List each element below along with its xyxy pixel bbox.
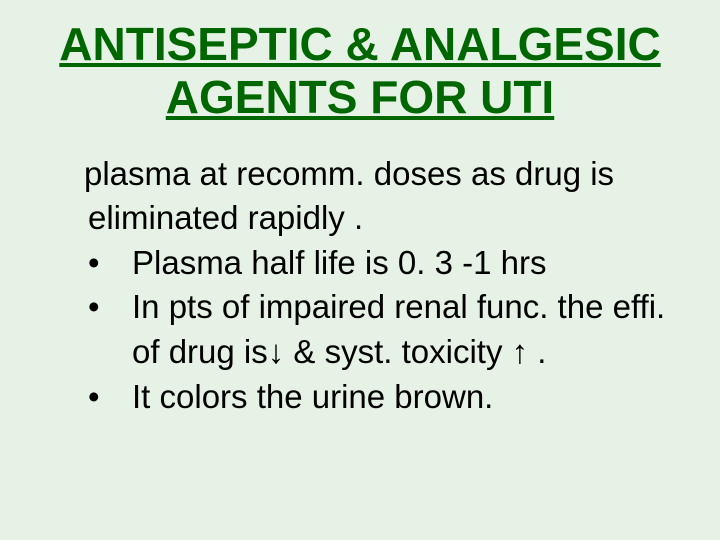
list-item: Plasma half life is 0. 3 -1 hrs xyxy=(88,241,692,286)
bullet-list: Plasma half life is 0. 3 -1 hrs In pts o… xyxy=(88,241,692,419)
bullet-text: In pts of impaired renal func. the effi.… xyxy=(132,288,665,370)
bullet-text: Plasma half life is 0. 3 -1 hrs xyxy=(132,244,547,281)
list-item: It colors the urine brown. xyxy=(88,375,692,420)
slide-content: plasma at recomm. doses as drug is elimi… xyxy=(28,152,692,419)
slide-title: ANTISEPTIC & ANALGESIC AGENTS FOR UTI xyxy=(28,18,692,124)
title-line-2: AGENTS FOR UTI xyxy=(166,71,554,123)
intro-text: plasma at recomm. doses as drug is elimi… xyxy=(88,152,692,241)
title-line-1: ANTISEPTIC & ANALGESIC xyxy=(59,18,660,70)
bullet-text: It colors the urine brown. xyxy=(132,378,493,415)
list-item: In pts of impaired renal func. the effi.… xyxy=(88,285,692,374)
